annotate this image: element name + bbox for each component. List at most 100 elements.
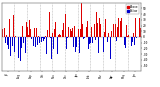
Bar xyxy=(46,37,47,54)
Bar xyxy=(3,37,4,40)
Bar xyxy=(65,14,66,37)
Bar xyxy=(47,29,48,37)
Bar xyxy=(55,22,56,37)
Bar xyxy=(21,37,22,48)
Bar xyxy=(43,37,44,41)
Bar xyxy=(16,36,17,37)
Bar xyxy=(68,27,69,37)
Bar xyxy=(131,37,132,46)
Bar xyxy=(108,33,109,37)
Bar xyxy=(67,37,68,38)
Bar xyxy=(15,36,16,37)
Bar xyxy=(113,24,114,37)
Bar xyxy=(126,25,127,37)
Bar xyxy=(50,37,51,38)
Bar xyxy=(79,37,80,53)
Bar xyxy=(86,27,87,37)
Bar xyxy=(87,21,88,37)
Bar xyxy=(31,37,32,39)
Bar xyxy=(7,37,8,45)
Bar xyxy=(140,28,141,37)
Bar xyxy=(25,37,26,53)
Bar xyxy=(20,37,21,61)
Bar xyxy=(63,23,64,37)
Bar xyxy=(37,37,38,45)
Bar xyxy=(10,37,11,56)
Bar xyxy=(74,26,75,37)
Bar xyxy=(134,37,135,45)
Bar xyxy=(13,15,14,37)
Bar xyxy=(28,35,29,37)
Bar xyxy=(59,34,60,37)
Bar xyxy=(45,36,46,37)
Bar xyxy=(124,37,125,45)
Bar xyxy=(128,35,129,37)
Bar xyxy=(64,33,65,37)
Bar xyxy=(39,37,40,43)
Bar xyxy=(107,37,108,42)
Bar xyxy=(84,37,85,38)
Bar xyxy=(105,19,106,37)
Bar xyxy=(118,18,119,37)
Bar xyxy=(56,35,57,37)
Bar xyxy=(76,37,77,47)
Bar xyxy=(57,37,58,54)
Bar xyxy=(44,37,45,39)
Bar xyxy=(8,37,9,49)
Legend: Above, Below: Above, Below xyxy=(126,4,139,14)
Bar xyxy=(71,31,72,37)
Bar xyxy=(14,37,15,52)
Bar xyxy=(30,29,31,37)
Bar xyxy=(48,37,49,57)
Bar xyxy=(78,29,79,37)
Bar xyxy=(27,27,28,37)
Bar xyxy=(100,24,101,37)
Bar xyxy=(133,33,134,37)
Bar xyxy=(19,37,20,45)
Bar xyxy=(36,28,37,37)
Bar xyxy=(52,33,53,37)
Bar xyxy=(60,35,61,37)
Bar xyxy=(41,37,42,42)
Bar xyxy=(49,12,50,37)
Bar xyxy=(61,32,62,37)
Bar xyxy=(89,37,90,44)
Bar xyxy=(6,35,7,37)
Bar xyxy=(75,37,76,52)
Bar xyxy=(136,37,137,38)
Bar xyxy=(24,37,25,46)
Bar xyxy=(4,28,5,37)
Bar xyxy=(81,3,82,37)
Bar xyxy=(66,37,67,49)
Bar xyxy=(18,37,19,58)
Bar xyxy=(99,18,100,37)
Bar xyxy=(33,37,34,46)
Bar xyxy=(53,37,54,49)
Bar xyxy=(38,36,39,37)
Bar xyxy=(35,37,36,47)
Bar xyxy=(29,20,30,37)
Bar xyxy=(115,24,116,37)
Bar xyxy=(138,33,139,37)
Bar xyxy=(82,24,83,37)
Bar xyxy=(139,17,140,37)
Bar xyxy=(70,29,71,37)
Bar xyxy=(23,37,24,43)
Bar xyxy=(26,22,27,37)
Bar xyxy=(22,26,23,37)
Bar xyxy=(32,35,33,37)
Bar xyxy=(132,37,133,42)
Bar xyxy=(40,37,41,44)
Bar xyxy=(116,37,117,41)
Bar xyxy=(34,28,35,37)
Bar xyxy=(12,37,13,46)
Bar xyxy=(58,35,59,37)
Bar xyxy=(110,37,111,59)
Bar xyxy=(62,30,63,37)
Bar xyxy=(121,18,122,37)
Bar xyxy=(83,37,84,39)
Bar xyxy=(97,23,98,37)
Bar xyxy=(5,37,6,43)
Bar xyxy=(2,29,3,37)
Bar xyxy=(69,37,70,41)
